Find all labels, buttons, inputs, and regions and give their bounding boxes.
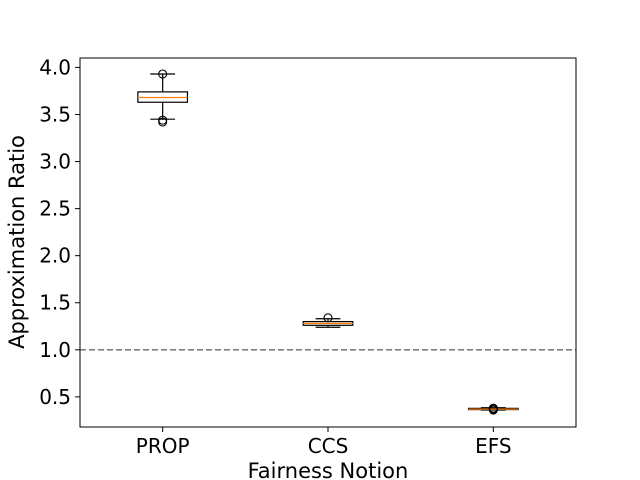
y-axis-label: Approximation Ratio [5, 135, 29, 349]
x-tick-label: PROP [136, 434, 190, 458]
box-efs [467, 403, 519, 415]
plot-area [80, 58, 576, 427]
y-tick-label: 3.5 [39, 102, 71, 126]
box-prop [137, 69, 189, 127]
outlier-point [158, 115, 168, 125]
outlier-point [158, 69, 168, 79]
y-tick-label: 1.0 [39, 338, 71, 362]
y-tick-label: 4.0 [39, 55, 71, 79]
y-tick-label: 3.0 [39, 150, 71, 174]
outlier-point [488, 403, 498, 413]
x-tick-label: EFS [475, 434, 511, 458]
y-tick-label: 2.0 [39, 244, 71, 268]
x-axis-label: Fairness Notion [248, 459, 409, 480]
x-tick-label: CCS [308, 434, 349, 458]
x-ticks: PROP CCS EFS [136, 427, 512, 458]
y-tick-label: 0.5 [39, 385, 71, 409]
boxes-layer [137, 69, 519, 415]
y-tick-label: 1.5 [39, 291, 71, 315]
box-ccs [302, 313, 354, 328]
y-tick-label: 2.5 [39, 197, 71, 221]
outlier-point [323, 313, 333, 323]
y-ticks: 0.5 1.0 1.5 2.0 2.5 3.0 3.5 4.0 [39, 55, 80, 409]
